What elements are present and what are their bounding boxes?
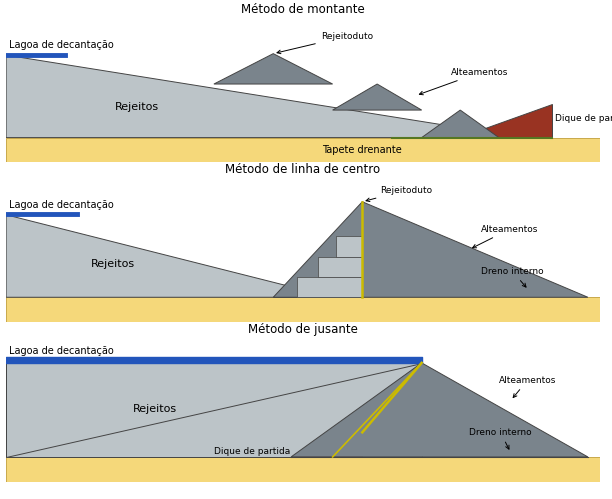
Text: Dique de partida: Dique de partida bbox=[555, 114, 612, 123]
Polygon shape bbox=[291, 363, 588, 457]
Polygon shape bbox=[6, 138, 600, 162]
Text: Alteamentos: Alteamentos bbox=[499, 376, 556, 398]
Polygon shape bbox=[6, 363, 422, 457]
Polygon shape bbox=[333, 84, 422, 110]
Text: Rejeitos: Rejeitos bbox=[114, 102, 159, 112]
Title: Método de montante: Método de montante bbox=[241, 3, 365, 16]
Polygon shape bbox=[457, 104, 552, 138]
Polygon shape bbox=[6, 297, 600, 322]
Polygon shape bbox=[318, 257, 362, 277]
Polygon shape bbox=[297, 277, 362, 297]
Title: Método de jusante: Método de jusante bbox=[248, 323, 358, 336]
Polygon shape bbox=[291, 432, 362, 457]
Text: Dique de partida: Dique de partida bbox=[214, 447, 290, 456]
Text: Lagoa de decantação: Lagoa de decantação bbox=[9, 40, 114, 50]
Polygon shape bbox=[335, 237, 362, 257]
Text: Rejeitos: Rejeitos bbox=[91, 259, 135, 269]
Polygon shape bbox=[6, 55, 523, 138]
Text: Tapete drenante: Tapete drenante bbox=[323, 145, 402, 155]
Text: Alteamentos: Alteamentos bbox=[472, 225, 539, 248]
Polygon shape bbox=[6, 457, 600, 482]
Polygon shape bbox=[6, 363, 422, 457]
Text: Dreno interno: Dreno interno bbox=[469, 428, 532, 449]
Polygon shape bbox=[422, 110, 499, 138]
Text: Lagoa de decantação: Lagoa de decantação bbox=[9, 200, 114, 210]
Text: Rejeitoduto: Rejeitoduto bbox=[277, 32, 373, 54]
Polygon shape bbox=[274, 261, 362, 297]
Title: Método de linha de centro: Método de linha de centro bbox=[225, 163, 381, 176]
Text: Rejeitos: Rejeitos bbox=[132, 404, 177, 414]
Text: Lagoa de decantação: Lagoa de decantação bbox=[9, 346, 114, 356]
Polygon shape bbox=[6, 215, 333, 297]
Text: Rejeitoduto: Rejeitoduto bbox=[366, 186, 432, 202]
Polygon shape bbox=[214, 54, 333, 84]
Polygon shape bbox=[274, 202, 588, 297]
Text: Alteamentos: Alteamentos bbox=[419, 68, 509, 95]
Text: Dreno interno: Dreno interno bbox=[481, 266, 543, 287]
